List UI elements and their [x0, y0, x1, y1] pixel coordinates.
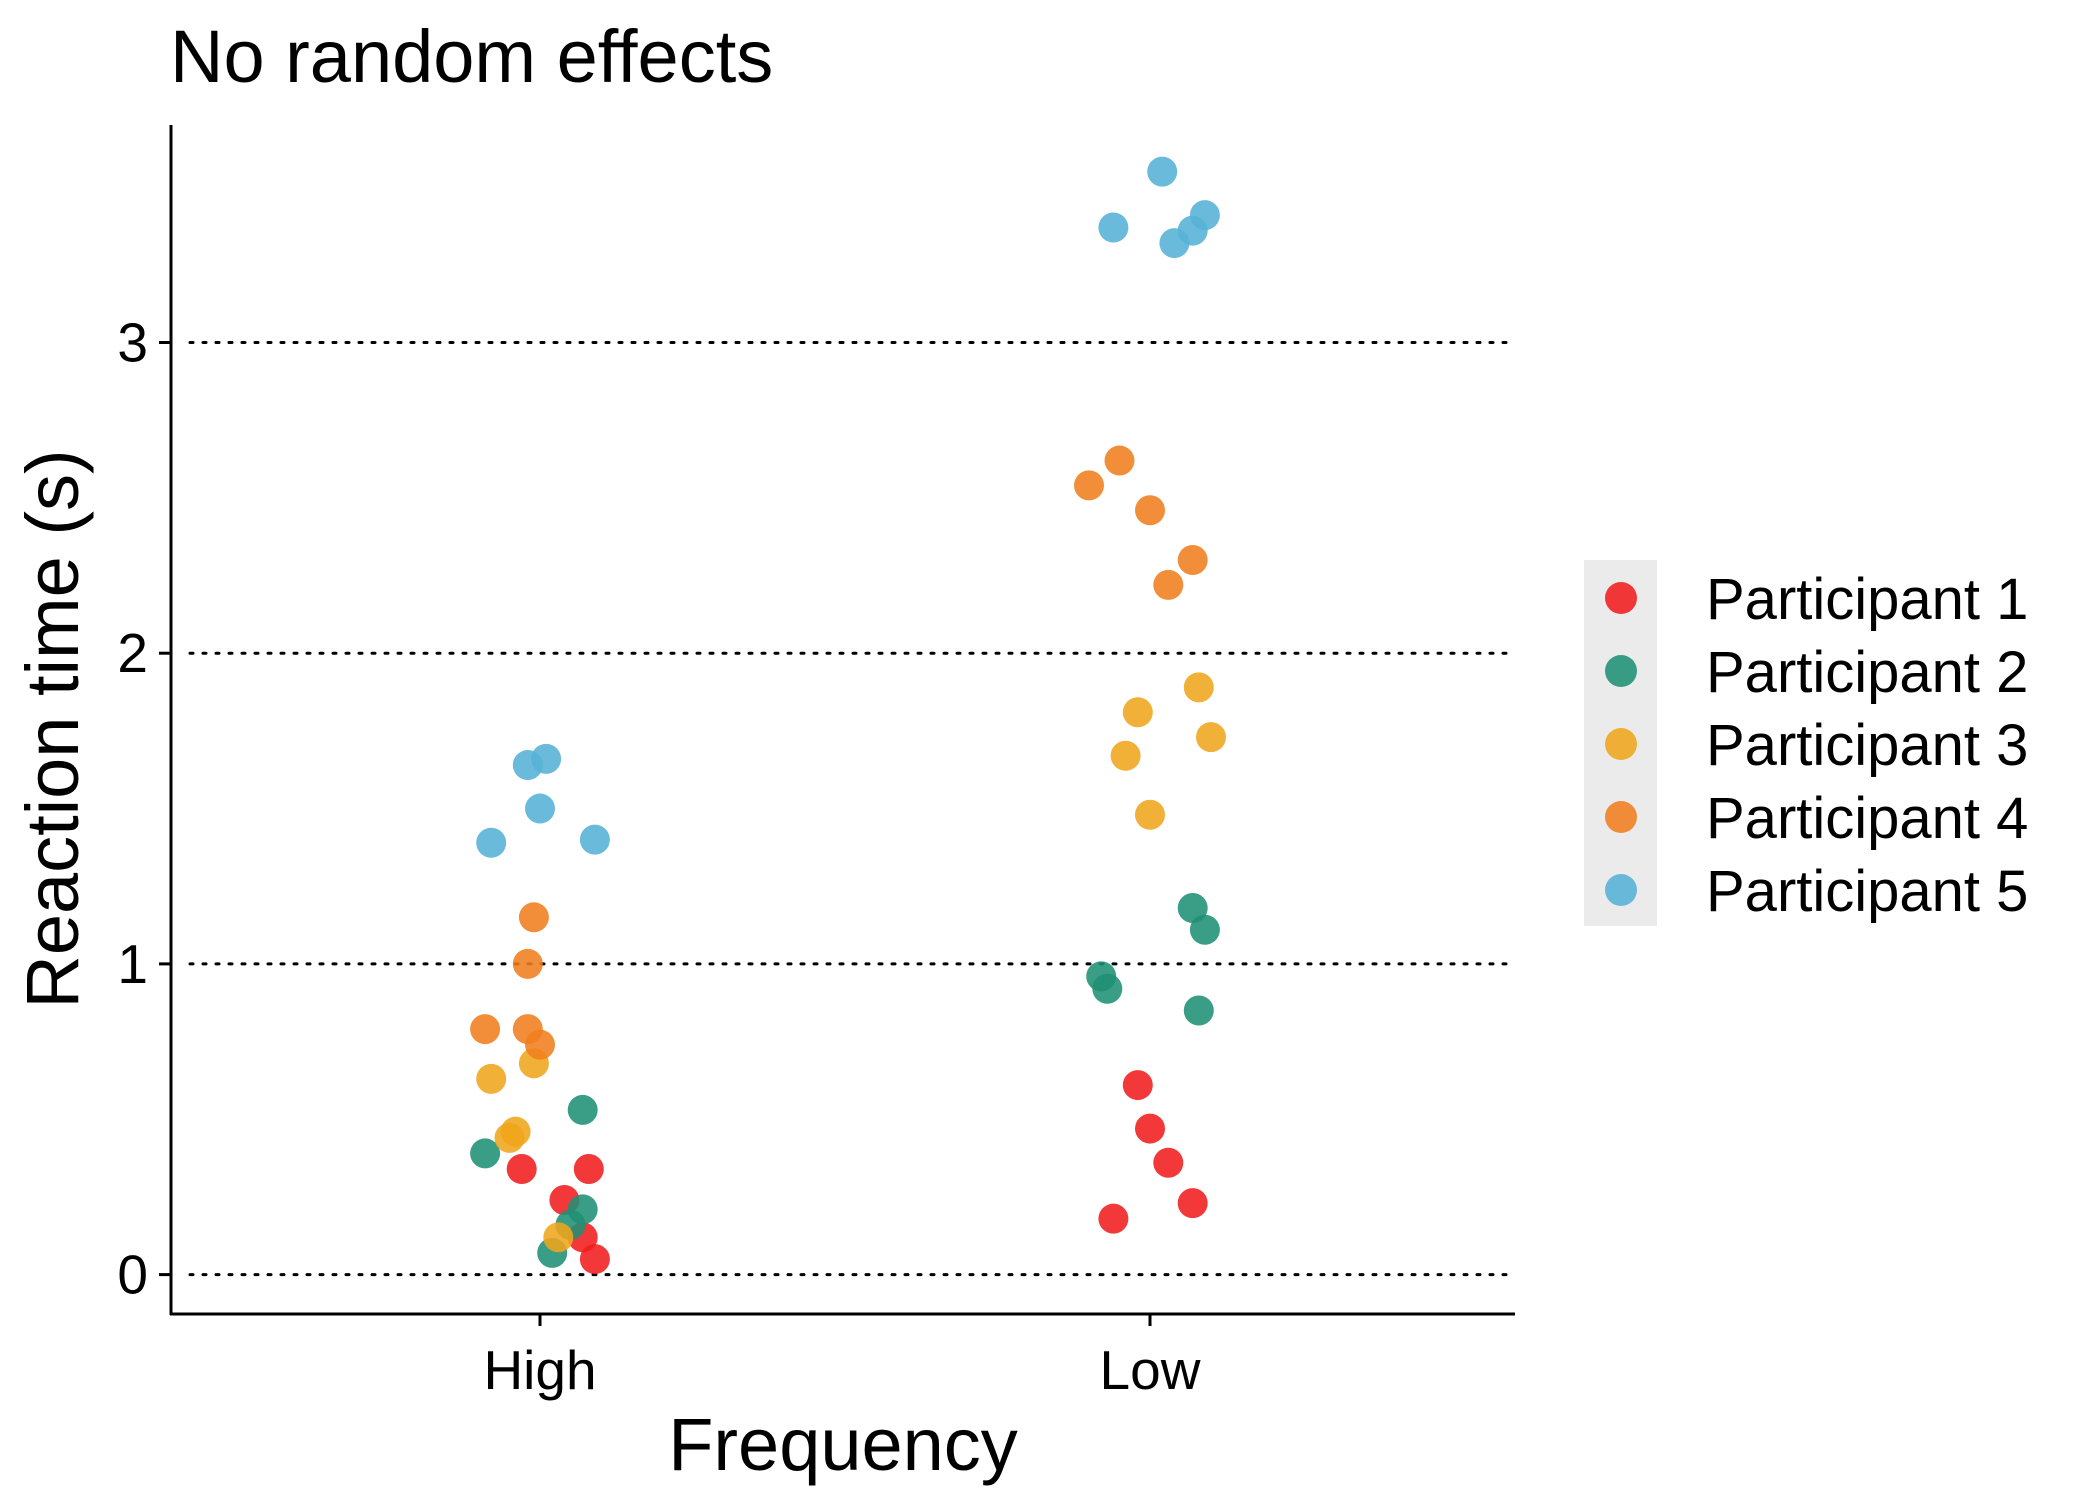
legend-label-participant-3: Participant 3 — [1706, 713, 2028, 778]
legend-swatch-participant-3 — [1605, 728, 1637, 760]
point-participant-4-high-1 — [470, 1014, 501, 1045]
point-participant-3-low-7 — [1122, 697, 1153, 728]
point-participant-2-high-5 — [567, 1094, 598, 1125]
point-participant-4-low-8 — [1135, 495, 1165, 526]
point-participant-3-high-3 — [500, 1116, 531, 1147]
point-participant-2-high-4 — [567, 1194, 598, 1225]
legend-label-participant-1: Participant 1 — [1706, 567, 2028, 632]
point-participant-5-low-10 — [1189, 200, 1220, 231]
point-participant-2-low-9 — [1183, 995, 1214, 1026]
point-participant-2-low-8 — [1177, 892, 1208, 923]
legend-swatch-participant-1 — [1605, 582, 1637, 614]
point-participant-1-high-5 — [579, 1244, 610, 1275]
legend-label-participant-2: Participant 2 — [1706, 640, 2028, 705]
point-participant-5-high-4 — [531, 743, 562, 774]
point-participant-1-low-7 — [1122, 1070, 1153, 1101]
point-participant-4-low-7 — [1104, 445, 1135, 476]
point-participant-4-low-10 — [1177, 544, 1208, 575]
x-tick-label-low: Low — [1100, 1339, 1201, 1401]
legend-label-participant-4: Participant 4 — [1706, 786, 2028, 851]
legend-label-participant-5: Participant 5 — [1706, 859, 2028, 924]
point-participant-3-low-9 — [1183, 672, 1214, 703]
point-participant-2-high-1 — [470, 1138, 501, 1169]
point-participant-1-low-6 — [1098, 1203, 1129, 1234]
point-participant-5-high-3 — [525, 793, 555, 824]
chart-title: No random effects — [170, 15, 773, 98]
point-participant-3-high-5 — [543, 1222, 574, 1253]
legend-swatch-participant-5 — [1605, 874, 1637, 906]
y-tick-label-0: 0 — [117, 1244, 148, 1306]
point-participant-4-low-6 — [1074, 470, 1104, 501]
legend-items: Participant 1 Participant 2 Participant 3 P… — [1605, 567, 2028, 924]
point-participant-1-low-8 — [1135, 1113, 1165, 1144]
point-participant-3-low-10 — [1196, 722, 1226, 753]
y-tick-label-1: 1 — [117, 933, 148, 995]
point-participant-1-low-10 — [1177, 1188, 1208, 1219]
y-axis-title: Reaction time (s) — [11, 449, 94, 1008]
x-axis-title: Frequency — [668, 1403, 1018, 1486]
point-participant-1-high-4 — [573, 1153, 604, 1184]
point-participant-2-low-10 — [1189, 914, 1220, 945]
y-tick-label-3: 3 — [117, 311, 148, 373]
data-points — [470, 156, 1226, 1275]
legend-swatch-participant-4 — [1605, 801, 1637, 833]
point-participant-5-low-6 — [1098, 212, 1129, 243]
point-participant-2-low-7 — [1092, 973, 1123, 1004]
point-participant-3-low-6 — [1110, 740, 1141, 771]
point-participant-4-low-9 — [1153, 569, 1184, 600]
point-participant-4-high-4 — [518, 902, 549, 933]
point-participant-4-high-5 — [525, 1029, 555, 1060]
legend-swatch-participant-2 — [1605, 655, 1637, 687]
x-axis-ticks: High Low — [483, 1314, 1201, 1401]
point-participant-1-low-9 — [1153, 1147, 1184, 1178]
y-axis-ticks: 0 1 2 3 — [117, 311, 171, 1306]
point-participant-5-high-1 — [476, 827, 507, 858]
point-participant-5-high-5 — [579, 824, 610, 855]
legend: Participant 1 Participant 2 Participant 3 P… — [1584, 560, 2028, 926]
point-participant-3-low-8 — [1135, 799, 1165, 830]
point-participant-3-high-1 — [476, 1063, 507, 1094]
point-participant-4-high-2 — [512, 948, 543, 979]
gridlines — [188, 340, 1517, 1277]
point-participant-5-low-7 — [1147, 156, 1178, 187]
y-tick-label-2: 2 — [117, 622, 148, 684]
x-tick-label-high: High — [483, 1339, 596, 1401]
point-participant-1-high-1 — [506, 1153, 537, 1184]
